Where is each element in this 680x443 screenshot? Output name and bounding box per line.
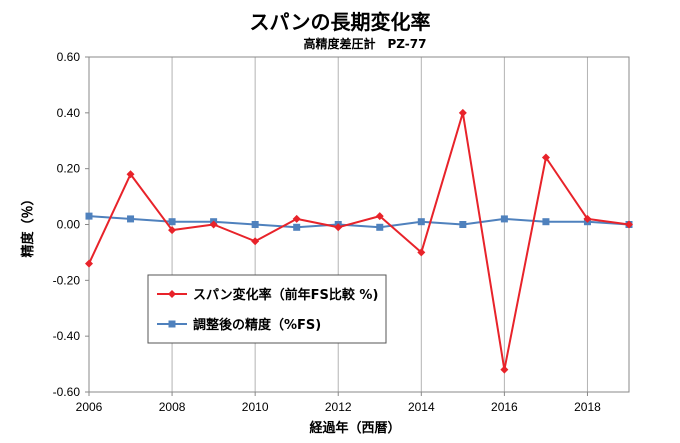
x-tick-label: 2010 — [242, 400, 269, 414]
y-tick-label: 0.40 — [57, 106, 81, 120]
legend-box — [147, 274, 387, 344]
data-point — [85, 259, 93, 268]
data-point — [168, 226, 177, 235]
data-point — [334, 223, 343, 232]
chart-subtitle: 高精度差圧計 PZ-77 — [304, 36, 427, 51]
y-tick-label: 0.00 — [57, 218, 81, 232]
legend-marker-series-1 — [168, 290, 176, 298]
series-line-1 — [88, 111, 630, 371]
legend-label-series-1: スパン変化率（前年FS比較 %) — [193, 287, 378, 303]
data-point — [500, 365, 509, 374]
data-point — [417, 218, 425, 226]
series-line-2 — [88, 215, 630, 229]
data-point — [542, 218, 550, 226]
chart-title: スパンの長期変化率 — [250, 10, 431, 34]
x-tick-label: 2012 — [325, 400, 352, 414]
legend-marker-series-2 — [168, 320, 176, 328]
data-point — [417, 248, 426, 257]
x-tick-label: 2016 — [491, 400, 518, 414]
x-tick-label: 2006 — [76, 400, 103, 414]
data-point — [251, 237, 260, 246]
data-point — [85, 212, 93, 220]
data-point — [126, 170, 135, 179]
data-point — [293, 223, 301, 231]
data-point — [376, 223, 384, 231]
data-point — [127, 215, 135, 223]
x-axis-ticks: 2006 2008 2010 2012 2014 2016 2018 — [76, 392, 601, 414]
data-point — [168, 218, 176, 226]
y-tick-label: -0.20 — [53, 273, 81, 287]
data-point — [209, 220, 218, 229]
data-point — [292, 214, 301, 223]
y-tick-label: -0.60 — [53, 385, 81, 399]
x-tick-label: 2014 — [408, 400, 435, 414]
legend: スパン変化率（前年FS比較 %) 調整後の精度（%FS) — [147, 274, 387, 344]
y-tick-label: 0.20 — [57, 162, 81, 176]
data-point — [459, 221, 467, 228]
data-point — [625, 220, 633, 229]
series-1 — [85, 108, 633, 374]
data-point — [541, 153, 550, 162]
data-point — [458, 108, 467, 117]
y-axis-label: 精度（％） — [20, 192, 36, 257]
x-tick-label: 2008 — [159, 400, 186, 414]
data-point — [583, 214, 592, 223]
y-tick-label: 0.60 — [57, 50, 81, 64]
data-point — [251, 221, 259, 228]
y-tick-label: -0.40 — [53, 329, 81, 343]
x-tick-label: 2018 — [574, 400, 601, 414]
y-axis-ticks: 0.60 0.40 0.20 0.00 -0.20 -0.40 -0.60 — [53, 50, 89, 399]
legend-label-series-2: 調整後の精度（%FS) — [193, 317, 321, 333]
data-point — [375, 212, 384, 221]
data-point — [500, 215, 508, 223]
x-axis-label: 経過年（西暦） — [309, 420, 400, 436]
series-group — [85, 108, 633, 374]
